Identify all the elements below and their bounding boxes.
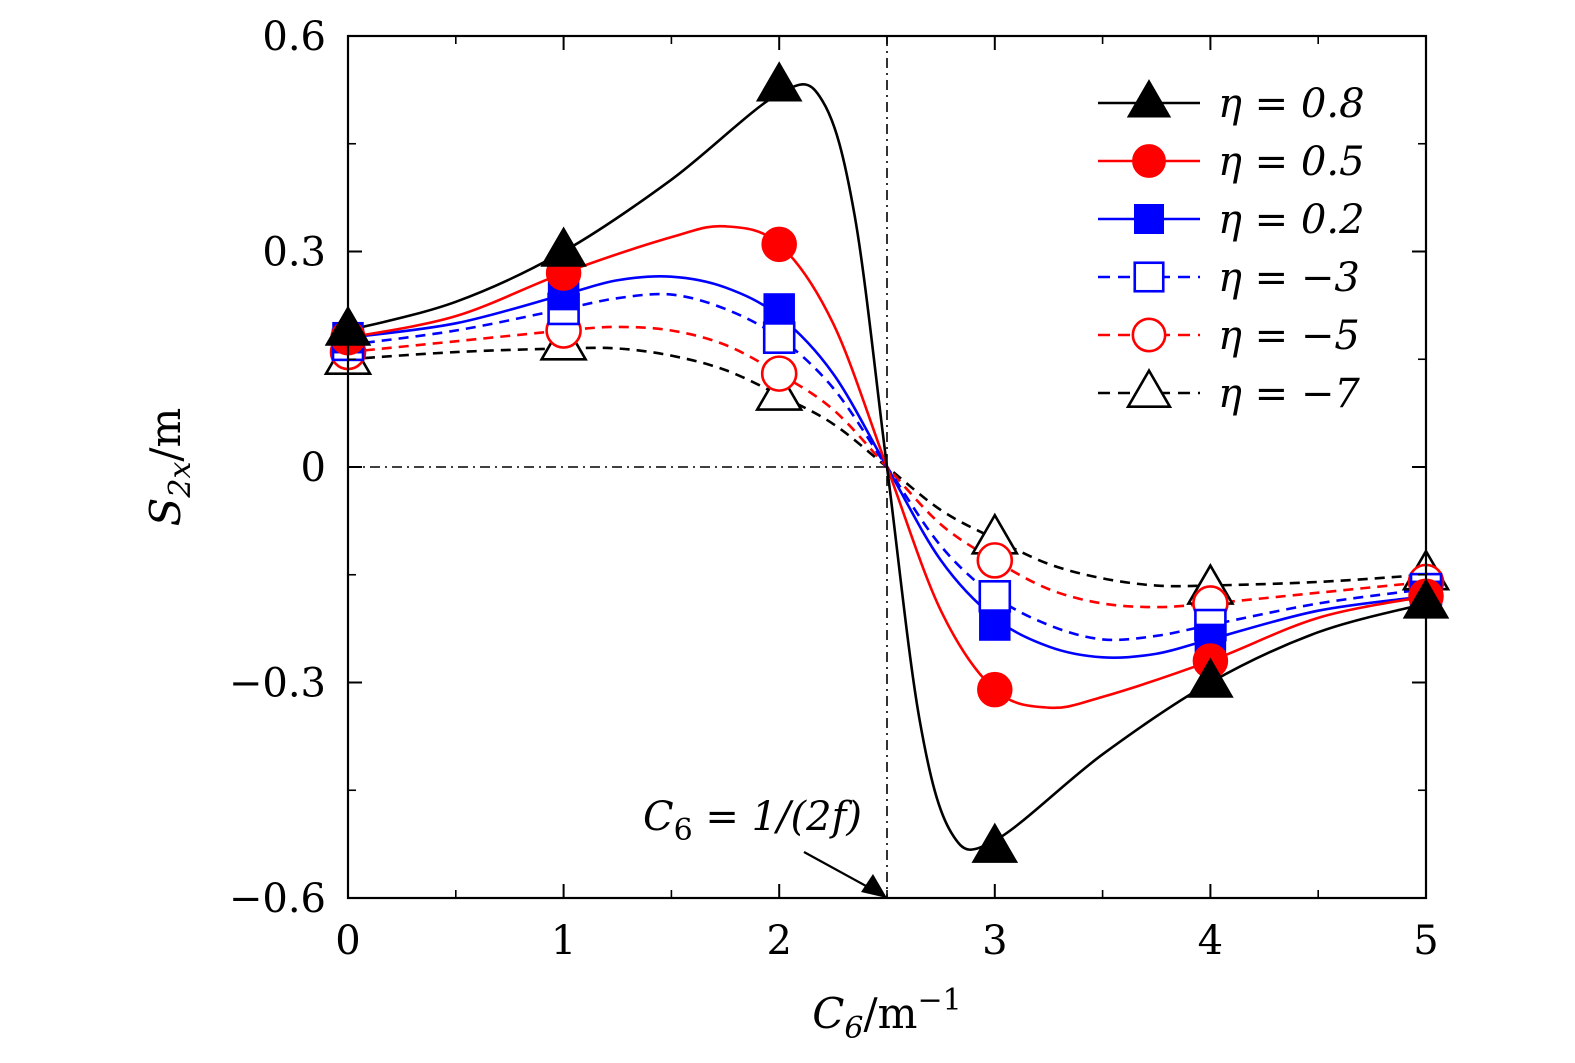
legend-label-6: η = −7 — [1218, 371, 1360, 417]
legend-marker-1 — [1126, 79, 1172, 118]
y-tick-label: −0.6 — [229, 876, 326, 922]
series-3-point-4 — [979, 609, 1011, 641]
y-tick-label: −0.3 — [229, 661, 326, 707]
y-axis-label: S2x/m — [141, 408, 198, 527]
x-tick-label: 1 — [551, 918, 576, 964]
series-4-point-3 — [762, 321, 796, 355]
series-line-1 — [347, 83, 1427, 851]
x-tick-label: 5 — [1413, 918, 1438, 964]
series-1-point-5 — [1187, 657, 1234, 698]
annotation-arrow-line — [803, 851, 878, 893]
series-1-point-3 — [755, 61, 803, 102]
legend-marker-4 — [1133, 261, 1165, 293]
annotation-layer: C6 = 1/(2f) — [643, 794, 887, 898]
legend-label-1: η = 0.8 — [1218, 81, 1365, 127]
series-1-point-4 — [971, 822, 1019, 863]
series-5-point-4 — [976, 542, 1014, 579]
x-tick-label: 0 — [335, 918, 360, 964]
series-3-point-3 — [763, 293, 795, 325]
series-2-point-4 — [977, 671, 1013, 708]
legend-marker-6 — [1125, 368, 1173, 409]
legend-marker-3 — [1134, 204, 1164, 234]
series-5-point-3 — [760, 355, 798, 392]
annotation-arrow-head — [861, 874, 887, 898]
x-tick-label: 3 — [982, 918, 1007, 964]
y-tick-label: 0.3 — [262, 230, 326, 276]
legend-marker-2 — [1132, 144, 1166, 178]
x-tick-label: 4 — [1198, 918, 1223, 964]
x-axis-label: C6/m−1 — [812, 983, 961, 1046]
legend-marker-5 — [1131, 317, 1167, 353]
legend-label-4: η = −3 — [1218, 255, 1360, 301]
annotation-label: C6 = 1/(2f) — [643, 794, 862, 848]
legend: η = 0.8 η = 0.5 η = 0.2 η = −3 η = −5 η = −7 — [1098, 79, 1365, 417]
legend-label-3: η = 0.2 — [1218, 197, 1365, 243]
y-tick-label: 0 — [301, 445, 326, 491]
series-4-point-4 — [978, 579, 1012, 613]
series-2-point-3 — [761, 226, 797, 263]
legend-label-5: η = −5 — [1218, 313, 1360, 359]
legend-label-2: η = 0.5 — [1218, 139, 1365, 185]
y-tick-label: 0.6 — [262, 14, 326, 60]
series-1-point-2 — [540, 226, 587, 267]
x-tick-label: 2 — [766, 918, 791, 964]
